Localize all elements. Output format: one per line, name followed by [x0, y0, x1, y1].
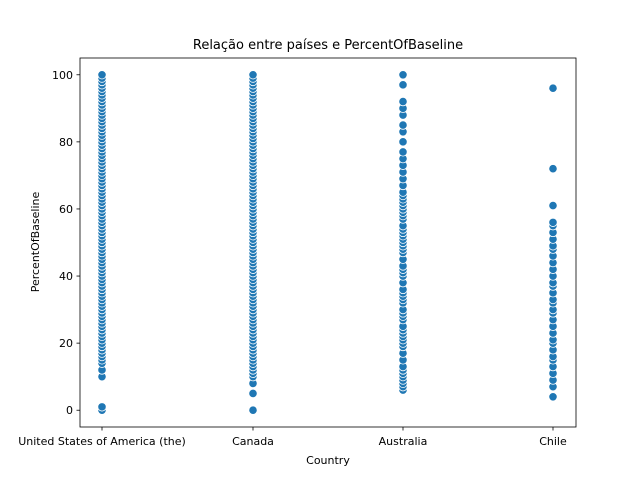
y-tick-label: 60	[59, 203, 73, 216]
data-point	[398, 147, 408, 157]
y-axis-label: PercentOfBaseline	[29, 191, 42, 292]
data-point	[248, 70, 258, 80]
data-point	[248, 405, 258, 415]
x-tick-label: Canada	[232, 435, 274, 448]
y-tick-label: 40	[59, 270, 73, 283]
data-point	[548, 201, 558, 211]
data-point	[398, 70, 408, 80]
y-tick-label: 100	[52, 69, 73, 82]
data-points	[97, 70, 558, 415]
x-axis-label: Country	[306, 454, 350, 467]
data-point	[398, 137, 408, 147]
data-point	[548, 83, 558, 93]
data-point	[548, 164, 558, 174]
chart-title: Relação entre países e PercentOfBaseline	[193, 38, 463, 53]
x-axis: United States of America (the) Canada Aust…	[18, 427, 567, 448]
y-tick-label: 20	[59, 337, 73, 350]
data-point	[398, 97, 408, 107]
x-tick-label: Australia	[379, 435, 428, 448]
data-point	[548, 217, 558, 227]
data-point	[97, 402, 107, 412]
data-point	[248, 388, 258, 399]
y-axis: 0 20 40 60 80 100	[52, 69, 80, 417]
plot-frame	[79, 57, 577, 428]
y-tick-label: 80	[59, 136, 73, 149]
x-tick-label: Chile	[539, 435, 567, 448]
data-point	[398, 120, 408, 130]
data-point	[548, 392, 558, 402]
y-tick-label: 0	[66, 404, 73, 417]
x-tick-label: United States of America (the)	[18, 435, 186, 448]
data-point	[97, 70, 107, 80]
data-point	[398, 80, 408, 90]
